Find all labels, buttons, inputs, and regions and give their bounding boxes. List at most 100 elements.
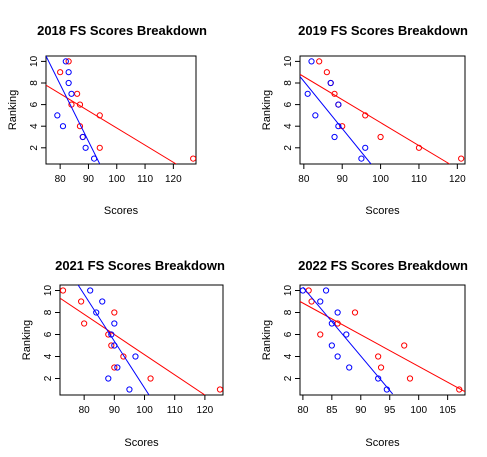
y-axis-label: Ranking [261,90,273,130]
y-tick-label: 2 [29,145,40,151]
y-tick-label: 6 [43,331,54,337]
fit-line-series-1 [60,297,206,395]
x-axis-label: Scores [104,205,139,217]
data-point-series-2 [87,287,94,294]
y-tick-label: 6 [283,331,294,337]
data-point-series-1 [375,353,382,360]
x-axis-label: Scores [124,437,159,449]
fit-line-series-1 [300,73,450,164]
data-point-series-2 [65,79,72,87]
data-point-series-1 [147,375,154,382]
x-tick-label: 100 [410,405,427,416]
y-tick-label: 6 [29,101,40,107]
x-tick-label: 110 [167,405,183,416]
data-point-series-1 [323,69,330,76]
x-tick-label: 80 [79,405,91,416]
data-point-series-2 [59,123,67,130]
data-point-series-2 [335,123,342,130]
y-tick-label: 8 [283,309,294,315]
data-point-series-1 [362,112,369,119]
data-point-series-2 [91,155,98,162]
data-point-series-2 [111,320,118,327]
plot-frame [45,55,197,165]
data-point-series-2 [68,90,75,97]
x-tick-label: 100 [108,174,125,185]
x-tick-label: 105 [439,405,456,416]
data-point-series-1 [317,331,324,338]
x-tick-label: 80 [297,405,309,416]
data-point-series-1 [120,353,127,360]
x-tick-label: 100 [372,174,389,185]
y-tick-label: 8 [283,80,294,86]
data-point-series-2 [105,375,112,382]
chart-title: 2018 FS Scores Breakdown [37,23,207,38]
data-point-series-1 [78,298,85,305]
y-axis-label: Ranking [21,320,33,360]
y-tick-label: 4 [283,353,294,359]
x-tick-label: 95 [384,405,396,416]
y-tick-label: 10 [29,55,40,67]
data-point-series-1 [406,375,414,382]
data-point-series-2 [300,287,306,294]
y-tick-label: 4 [43,353,54,359]
x-tick-label: 80 [298,174,310,185]
data-point-series-2 [126,386,133,393]
data-point-series-2 [111,342,118,349]
data-point-series-1 [351,309,359,316]
data-point-series-1 [190,155,196,162]
y-axis-label: Ranking [7,90,19,130]
data-point-series-2 [93,309,100,316]
data-point-series-2 [346,364,353,371]
x-tick-label: 120 [197,405,214,416]
data-point-series-2 [304,90,311,97]
plot-frame [299,55,466,165]
y-tick-label: 10 [283,285,294,297]
fit-line-series-2 [46,56,101,164]
data-point-series-1 [60,287,67,294]
y-tick-label: 10 [43,285,54,297]
data-point-series-2 [375,375,382,382]
data-point-series-1 [76,101,84,108]
data-point-series-2 [327,79,334,87]
data-point-series-1 [96,144,103,151]
data-point-series-2 [308,58,315,65]
data-point-series-2 [334,309,341,316]
y-tick-label: 4 [29,123,40,129]
data-point-series-1 [81,320,88,327]
fit-line-series-2 [300,76,372,164]
data-point-series-2 [54,112,61,119]
plot-frame [59,284,224,396]
chart-title: 2019 FS Scores Breakdown [298,23,468,38]
data-point-series-2 [62,58,69,65]
data-point-series-1 [111,309,118,316]
data-point-series-1 [316,58,323,65]
x-tick-label: 90 [109,405,121,416]
x-tick-label: 110 [411,174,427,185]
y-tick-label: 10 [283,55,294,67]
data-point-series-1 [65,58,72,65]
x-tick-label: 120 [165,174,182,185]
y-tick-label: 8 [43,309,54,315]
data-point-series-2 [328,342,335,349]
data-point-series-1 [456,386,463,393]
x-axis-label: Scores [365,437,400,449]
data-point-series-1 [96,112,103,119]
data-point-series-2 [82,144,89,151]
data-point-series-2 [358,155,365,162]
fit-line-series-2 [77,285,150,395]
data-point-series-1 [108,342,115,349]
x-tick-label: 80 [55,174,67,185]
data-point-series-2 [317,298,324,305]
y-tick-label: 2 [43,375,54,381]
x-axis-label: Scores [365,205,400,217]
x-tick-label: 90 [83,174,95,185]
data-point-series-2 [79,133,86,141]
x-tick-label: 90 [337,174,349,185]
y-axis-label: Ranking [261,320,273,360]
chart-title: 2022 FS Scores Breakdown [298,258,468,273]
data-point-series-2 [335,101,342,108]
data-point-series-2 [383,386,390,393]
y-tick-label: 6 [283,101,294,107]
y-tick-label: 8 [29,80,40,86]
fit-line-series-2 [302,286,394,395]
